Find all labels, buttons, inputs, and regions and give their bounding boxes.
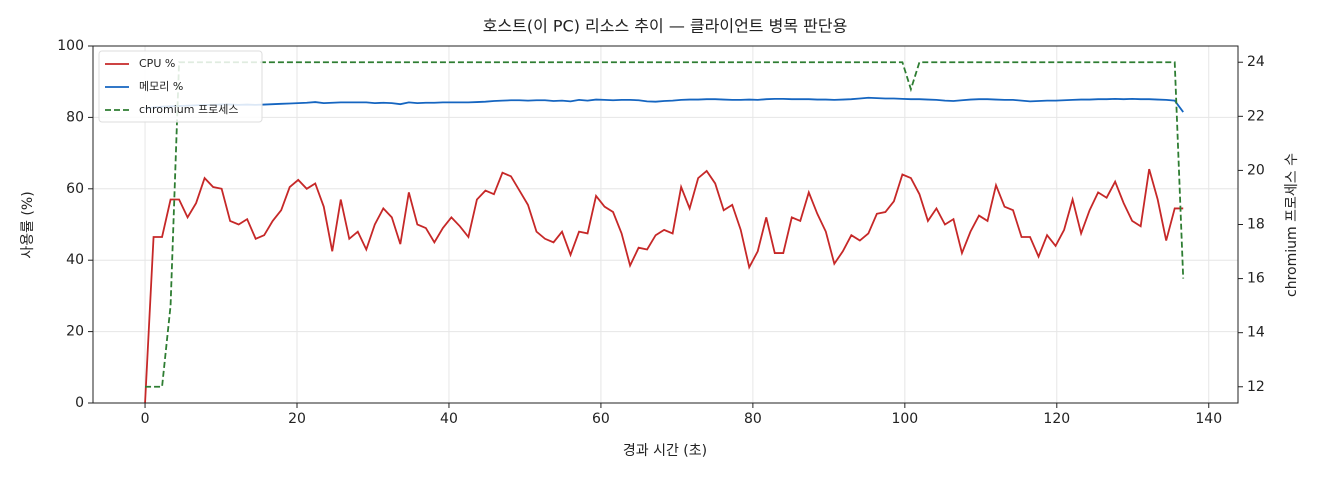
y-tick-label: 40 bbox=[66, 252, 84, 268]
legend-label: chromium 프로세스 bbox=[139, 103, 238, 116]
y-tick-label: 0 bbox=[75, 395, 84, 411]
series-line bbox=[144, 96, 1184, 113]
y-tick-label: 60 bbox=[66, 181, 84, 197]
legend-label: 메모리 % bbox=[139, 80, 183, 93]
x-tick-label: 20 bbox=[288, 411, 306, 427]
y-tick-label: 20 bbox=[66, 324, 84, 340]
y-tick-label: 100 bbox=[57, 38, 84, 54]
x-tick-label: 140 bbox=[1195, 411, 1222, 427]
legend-box bbox=[98, 50, 263, 123]
series-line bbox=[145, 61, 1185, 388]
x-tick-label: 100 bbox=[891, 411, 918, 427]
legend: CPU % 메모리 % chromium 프로세스 bbox=[98, 50, 263, 123]
y2-tick-label: 16 bbox=[1247, 271, 1265, 287]
x-tick-label: 80 bbox=[744, 411, 762, 427]
legend-label: CPU % bbox=[139, 57, 175, 70]
y2-tick-label: 18 bbox=[1247, 217, 1265, 233]
x-axis-label: 경과 시간 (초) bbox=[623, 443, 707, 459]
plot-frame bbox=[92, 45, 1239, 404]
y2-tick-label: 20 bbox=[1247, 162, 1265, 178]
y-axis-label: 사용률 (%) bbox=[20, 191, 36, 258]
y2-axis-label: chromium 프로세스 수 bbox=[1284, 153, 1300, 297]
series-line bbox=[144, 168, 1184, 404]
y2-tick-label: 24 bbox=[1247, 54, 1265, 70]
chart-title: 호스트(이 PC) 리소스 추이 — 클라이언트 병목 판단용 bbox=[483, 17, 848, 36]
y2-tick-label: 12 bbox=[1247, 379, 1265, 395]
y-tick-label: 80 bbox=[66, 109, 84, 125]
x-tick-label: 40 bbox=[440, 411, 458, 427]
x-tick-label: 60 bbox=[592, 411, 610, 427]
y2-tick-label: 14 bbox=[1247, 325, 1265, 341]
x-tick-label: 0 bbox=[141, 411, 150, 427]
y2-tick-label: 22 bbox=[1247, 108, 1265, 124]
x-tick-label: 120 bbox=[1043, 411, 1070, 427]
